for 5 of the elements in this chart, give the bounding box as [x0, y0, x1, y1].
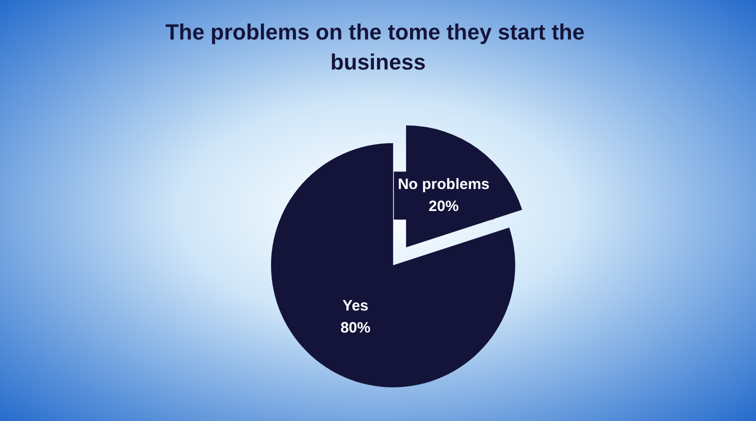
chart-title: The problems on the tome they start the business	[165, 20, 591, 74]
data-label: 20%	[428, 198, 459, 216]
data-label: 80%	[340, 320, 370, 337]
slice-label: No problems	[398, 176, 490, 194]
slice-label: Yes	[342, 298, 368, 315]
